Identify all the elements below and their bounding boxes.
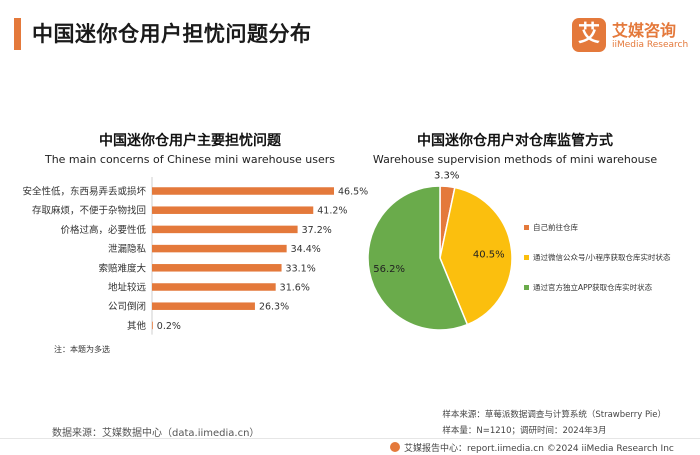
- category-label: 安全性低，东西易弄丢或损坏: [22, 186, 146, 198]
- data-source: 数据来源：艾媒数据中心（data.iimedia.cn）: [52, 428, 260, 439]
- slice-value-label: 3.3%: [434, 170, 459, 181]
- footer-divider: [0, 438, 700, 439]
- category-label: 存取麻烦，不便于杂物找回: [32, 205, 146, 217]
- supervision-pie-chart: 3.3% 40.5% 56.2% 自己前往仓库通过微信公众号/小程序获取仓库实时状态通…: [367, 170, 671, 331]
- report-center-icon: [390, 442, 400, 452]
- brand-logo-icon: 艾: [572, 18, 606, 52]
- value-label: 34.4%: [291, 244, 321, 255]
- footer-text: 艾媒报告中心：report.iimedia.cn ©2024 iiMedia R…: [404, 444, 674, 454]
- legend-label: 通过官方独立APP获取仓库实时状态: [533, 282, 653, 292]
- legend-swatch: [524, 285, 529, 290]
- bar: [152, 206, 314, 214]
- value-label: 26.3%: [259, 302, 289, 313]
- footer: 艾媒报告中心：report.iimedia.cn ©2024 iiMedia R…: [390, 441, 674, 454]
- category-label: 地址较远: [108, 282, 147, 294]
- concerns-bar-chart: 安全性低，东西易弄丢或损坏 46.5% 存取麻烦，不便于杂物找回 41.2% 价格过高，…: [22, 177, 368, 335]
- brand-subtitle: iiMedia Research: [612, 40, 689, 50]
- legend-swatch: [524, 225, 529, 230]
- legend-swatch: [524, 255, 529, 260]
- bar: [152, 244, 287, 253]
- footnote: 注：本题为多选: [54, 345, 110, 354]
- left-chart-subtitle: The main concerns of Chinese mini wareho…: [44, 153, 336, 166]
- bar: [152, 302, 255, 310]
- slice-value-label: 40.5%: [473, 250, 505, 261]
- title-accent-bar: [14, 18, 21, 50]
- pie-slice: [367, 185, 469, 331]
- sample-source-line: 样本来源：草莓派数据调查与计算系统（Strawberry Pie）: [442, 410, 666, 420]
- legend-label: 自己前往仓库: [533, 222, 578, 232]
- title-bar: 中国迷你仓用户担忧问题分布 艾 艾媒咨询 iiMedia Research: [0, 0, 700, 70]
- bar: [152, 321, 153, 330]
- value-label: 41.2%: [317, 206, 347, 217]
- value-label: 33.1%: [286, 263, 316, 274]
- left-chart-title: 中国迷你仓用户主要担忧问题: [99, 133, 281, 149]
- page-title: 中国迷你仓用户担忧问题分布: [32, 22, 312, 46]
- slice-value-label: 56.2%: [373, 264, 405, 275]
- sample-size-line: 样本量：N=1210；调研时间：2024年3月: [442, 426, 607, 436]
- bar: [152, 264, 282, 272]
- bar: [152, 187, 334, 195]
- legend-label: 通过微信公众号/小程序获取仓库实时状态: [533, 252, 671, 262]
- brand-name: 艾媒咨询: [612, 21, 677, 40]
- value-label: 37.2%: [302, 225, 332, 236]
- bar: [152, 283, 276, 291]
- category-label: 公司倒闭: [108, 301, 146, 313]
- category-label: 索赔难度大: [98, 262, 146, 274]
- right-chart-title: 中国迷你仓用户对仓库监管方式: [417, 133, 613, 149]
- pie-slice: [439, 186, 513, 326]
- category-label: 泄漏隐私: [108, 243, 147, 255]
- right-chart-subtitle: Warehouse supervision methods of mini wa…: [372, 153, 658, 166]
- brand-logo-block: 艾 艾媒咨询 iiMedia Research: [572, 16, 694, 56]
- bar: [152, 225, 298, 234]
- sample-source: 样本来源：草莓派数据调查与计算系统（Strawberry Pie） 样本量：N=…: [442, 407, 666, 439]
- value-label: 31.6%: [280, 283, 310, 294]
- value-label: 46.5%: [338, 187, 368, 198]
- category-label: 其他: [127, 320, 147, 332]
- category-label: 价格过高，必要性低: [60, 224, 146, 236]
- value-label: 0.2%: [157, 321, 181, 332]
